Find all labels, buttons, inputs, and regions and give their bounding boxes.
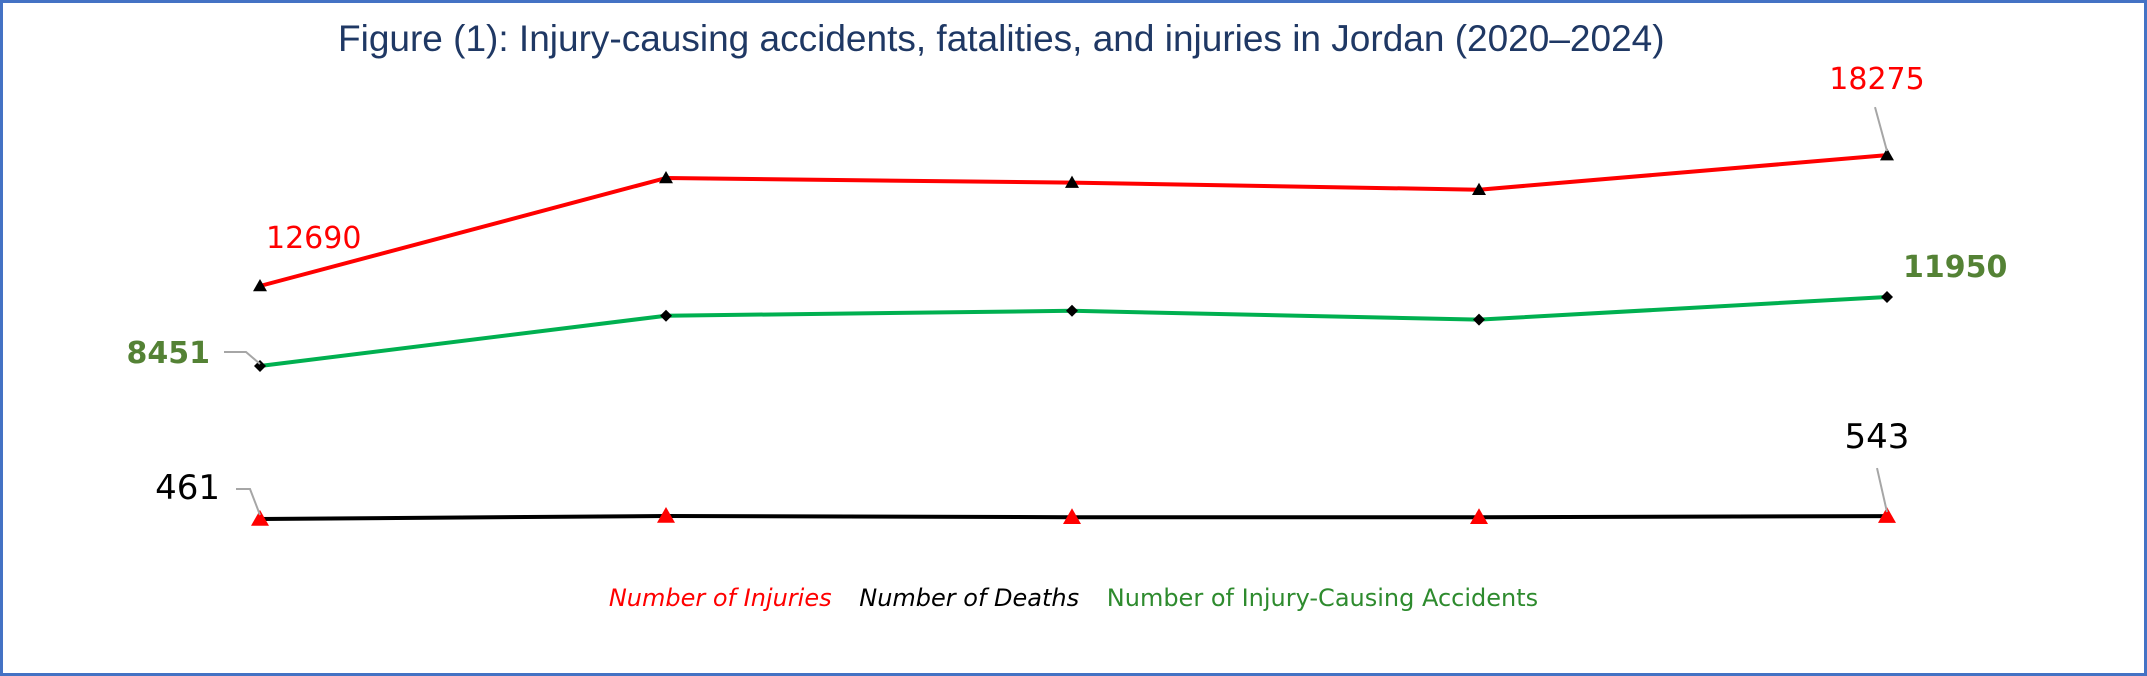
- series-2-point-3: [1473, 313, 1485, 326]
- series-2-data-label-0: 8451: [127, 336, 211, 371]
- series-2-point-4: [1881, 291, 1893, 303]
- series-1-label-leader-0: [236, 488, 261, 516]
- series-0-point-1: [659, 171, 673, 184]
- series-1-point-1: [657, 507, 675, 523]
- series-2-point-0: [254, 360, 266, 372]
- series-2-point-1: [660, 309, 672, 322]
- chart-title: Figure (1): Injury-causing accidents, fa…: [338, 18, 1665, 59]
- series-0-label-leader-4: [1874, 106, 1888, 152]
- series-2-data-label-4: 11950: [1903, 250, 2007, 285]
- chart-legend: Number of Injuries Number of Deaths Numb…: [0, 584, 2147, 612]
- series-0-data-label-0: 12690: [266, 221, 361, 256]
- series-1-point-2: [1063, 508, 1081, 524]
- series-1-point-0: [251, 510, 269, 526]
- legend-entry-accidents: Number of Injury-Causing Accidents: [1106, 584, 1539, 612]
- series-2-label-leader-0: [224, 351, 261, 365]
- series-0-point-4: [1880, 148, 1894, 161]
- series-0-point-3: [1472, 182, 1486, 195]
- series-1-point-3: [1470, 508, 1488, 525]
- series-1-point-4: [1878, 507, 1896, 523]
- series-0-point-0: [253, 279, 267, 292]
- series-2-point-2: [1066, 304, 1078, 317]
- series-0-point-2: [1065, 175, 1079, 188]
- series-1-label-leader-4: [1876, 467, 1888, 513]
- series-1-data-label-4: 543: [1845, 417, 1910, 457]
- series-1-data-label-0: 461: [155, 468, 220, 508]
- legend-entry-deaths: Number of Deaths: [859, 584, 1080, 612]
- series-line-0: [259, 153, 1888, 288]
- series-0-data-label-4: 18275: [1829, 62, 1924, 97]
- legend-entry-injuries: Number of Injuries: [608, 584, 832, 612]
